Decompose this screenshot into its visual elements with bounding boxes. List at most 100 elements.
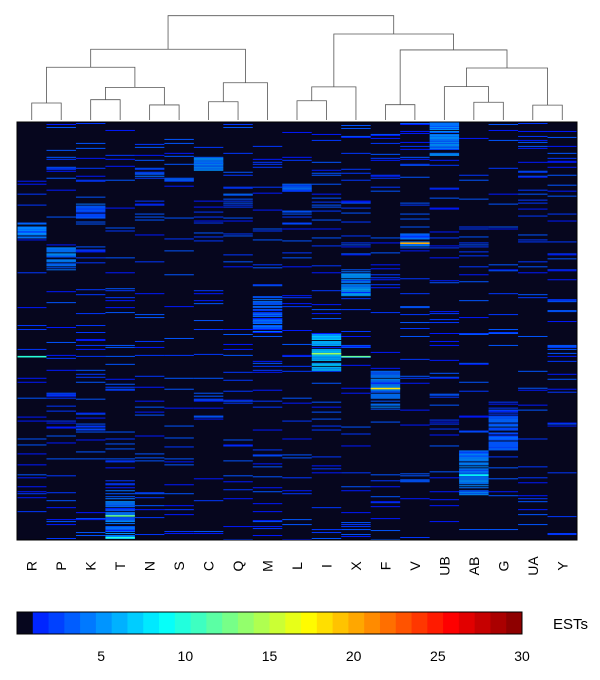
heatmap-cell (488, 401, 519, 403)
heatmap-cell (252, 307, 283, 309)
heatmap-cell (105, 458, 135, 460)
heatmap-cell (134, 460, 165, 462)
heatmap-cell (547, 423, 577, 425)
heatmap-cell (46, 500, 76, 502)
heatmap-cell (429, 147, 460, 149)
heatmap-cell (105, 230, 135, 232)
heatmap-cell (134, 213, 165, 215)
heatmap-cell (105, 129, 135, 131)
heatmap-cell (17, 180, 47, 182)
colorbar-tick-label: 25 (430, 648, 446, 664)
heatmap-cell (370, 372, 401, 374)
heatmap-cell (311, 465, 342, 467)
heatmap-cell (164, 163, 194, 165)
heatmap-cell (75, 519, 106, 521)
heatmap-cell (370, 374, 401, 376)
heatmap-cell (518, 208, 548, 210)
heatmap-cell (252, 328, 283, 330)
heatmap-cell (429, 208, 460, 210)
colorbar-frame (16, 611, 523, 635)
heatmap-cell (46, 405, 76, 407)
heatmap-cell (547, 195, 577, 197)
heatmap-cell (193, 169, 224, 171)
heatmap-cell (46, 521, 76, 523)
heatmap-cell (459, 317, 489, 319)
heatmap-cell (370, 378, 401, 380)
heatmap-cell (547, 311, 577, 313)
heatmap-cell (311, 219, 342, 221)
heatmap-cell (223, 220, 253, 222)
heatmap-cell (459, 300, 489, 302)
heatmap-cell (341, 152, 371, 154)
heatmap-cell (75, 205, 106, 207)
heatmap-cell (75, 431, 106, 433)
heatmap-cell (341, 280, 371, 282)
dendrogram-link (31, 102, 62, 120)
heatmap-cell (311, 346, 342, 348)
heatmap-cell (459, 251, 489, 253)
heatmap-cell (518, 294, 548, 296)
heatmap-cell (488, 411, 519, 413)
heatmap-cell (75, 313, 106, 315)
heatmap-cell (75, 518, 106, 520)
heatmap-cell (311, 382, 342, 384)
heatmap-cell (400, 163, 430, 165)
dendrogram-link (443, 86, 489, 120)
heatmap-cell (252, 331, 283, 333)
heatmap-cell (341, 279, 371, 281)
heatmap-cell (105, 300, 135, 302)
heatmap-cell (400, 382, 430, 384)
heatmap-cell (341, 275, 371, 277)
heatmap-cell (193, 290, 224, 292)
heatmap-cell (311, 357, 342, 359)
heatmap-cell (164, 377, 194, 379)
heatmap-cell (370, 351, 401, 353)
heatmap-cell (164, 464, 194, 466)
heatmap-cell (547, 346, 577, 348)
heatmap-cell (311, 193, 342, 195)
heatmap-cell (370, 157, 401, 159)
heatmap-cell (311, 333, 342, 335)
heatmap-cell (223, 254, 253, 256)
heatmap-cell (134, 146, 165, 148)
heatmap-cell (164, 152, 194, 154)
heatmap-cell (341, 168, 371, 170)
heatmap-cell (341, 290, 371, 292)
heatmap-hot-cell (311, 352, 342, 355)
heatmap-cell (282, 159, 312, 161)
heatmap-cell (193, 300, 224, 302)
heatmap-cell (282, 370, 312, 372)
heatmap-cell (134, 354, 165, 356)
heatmap-cell (400, 156, 430, 158)
heatmap-cell (164, 446, 194, 448)
heatmap-cell (429, 144, 460, 146)
heatmap-cell (223, 399, 253, 401)
heatmap-cell (429, 148, 460, 150)
heatmap-cell (429, 332, 460, 334)
heatmap-cell (252, 326, 283, 328)
heatmap-cell (17, 329, 47, 331)
heatmap-cell (341, 221, 371, 223)
heatmap-cell (105, 288, 135, 290)
heatmap-cell (17, 464, 47, 466)
heatmap-cell (193, 211, 224, 213)
heatmap-cell (400, 278, 430, 280)
heatmap-cell (311, 356, 342, 358)
heatmap-cell (341, 344, 371, 346)
heatmap-cell (488, 420, 519, 422)
heatmap-cell (400, 322, 430, 324)
heatmap-cell (429, 394, 460, 396)
heatmap-cell (75, 246, 106, 248)
heatmap-cell (459, 430, 489, 432)
heatmap-cell (370, 174, 401, 176)
heatmap-cell (341, 212, 371, 214)
heatmap-cell (252, 209, 283, 211)
heatmap-cell (459, 469, 489, 471)
heatmap-cell (46, 327, 76, 329)
heatmap-cell (282, 210, 312, 212)
heatmap-cell (488, 449, 519, 451)
heatmap-cell (46, 250, 76, 252)
heatmap-cell (46, 458, 76, 460)
dendrogram-link (399, 49, 508, 105)
heatmap-cell (459, 455, 489, 457)
